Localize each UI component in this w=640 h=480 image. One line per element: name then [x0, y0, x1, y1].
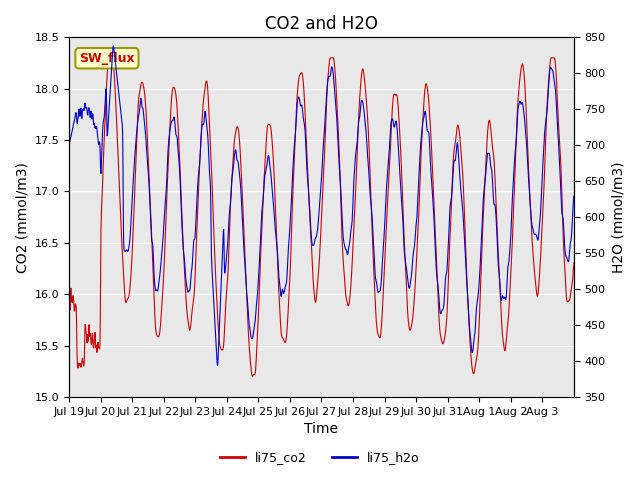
li75_co2: [515, 89, 522, 95]
li75_h2o: [515, 103, 522, 108]
li75_co2: [564, 299, 572, 304]
Y-axis label: H2O (mmol/m3): H2O (mmol/m3): [611, 161, 625, 273]
Legend: li75_co2, li75_h2o: li75_co2, li75_h2o: [215, 446, 425, 469]
li75_co2: [65, 291, 73, 297]
li75_co2: [145, 156, 152, 162]
X-axis label: Time: Time: [305, 422, 339, 436]
li75_h2o: [145, 170, 152, 176]
Text: SW_flux: SW_flux: [79, 52, 135, 65]
li75_h2o: [299, 111, 307, 117]
Y-axis label: CO2 (mmol/m3): CO2 (mmol/m3): [15, 162, 29, 273]
li75_co2: [106, 55, 114, 61]
li75_co2: [570, 260, 578, 266]
li75_co2: [308, 264, 316, 269]
Line: li75_co2: li75_co2: [69, 58, 574, 376]
li75_h2o: [570, 193, 578, 199]
li75_co2: [441, 335, 449, 341]
Line: li75_h2o: li75_h2o: [69, 46, 574, 365]
li75_co2: [299, 75, 307, 81]
Title: CO2 and H2O: CO2 and H2O: [265, 15, 378, 33]
li75_co2: [249, 373, 257, 379]
li75_h2o: [308, 242, 316, 248]
li75_h2o: [109, 43, 117, 49]
li75_h2o: [214, 362, 221, 368]
li75_h2o: [564, 259, 572, 264]
li75_h2o: [441, 291, 449, 297]
li75_h2o: [65, 142, 73, 147]
